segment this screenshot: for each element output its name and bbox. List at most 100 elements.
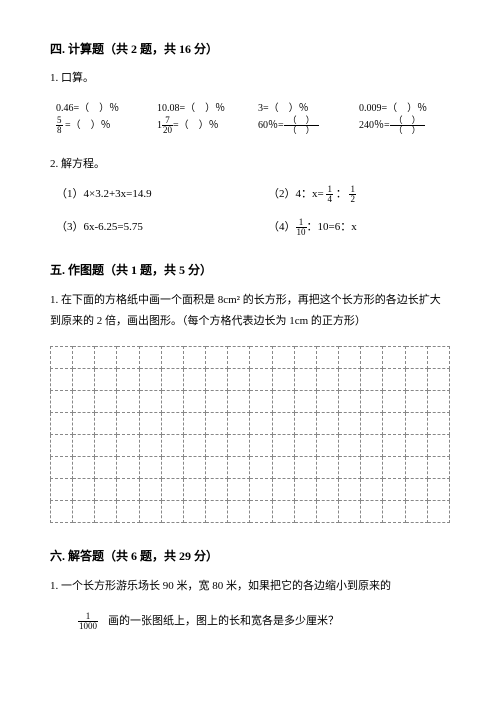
grid-cell	[51, 368, 73, 390]
grid-cell	[206, 412, 228, 434]
grid-cell	[361, 478, 383, 500]
grid-paper	[50, 346, 450, 523]
grid-cell	[117, 390, 139, 412]
grid-cell	[294, 390, 316, 412]
grid-cell	[161, 390, 183, 412]
grid-cell	[383, 500, 405, 522]
calc-item: 0.009=（ ）％	[359, 99, 450, 114]
grid-cell	[339, 500, 361, 522]
grid-cell	[383, 368, 405, 390]
grid-cell	[294, 500, 316, 522]
calc-item: 240％= （ ） （ ）	[359, 116, 450, 135]
grid-cell	[250, 434, 272, 456]
grid-cell	[117, 478, 139, 500]
grid-cell	[161, 456, 183, 478]
calc-item: 1 7 20 =（ ）％	[157, 116, 248, 135]
grid-cell	[183, 500, 205, 522]
grid-cell	[405, 434, 427, 456]
fraction-blank: （ ） （ ）	[390, 116, 425, 135]
grid-cell	[339, 368, 361, 390]
section6-title: 六. 解答题（共 6 题，共 29 分）	[50, 547, 450, 564]
grid-cell	[250, 368, 272, 390]
grid-cell	[316, 500, 338, 522]
grid-cell	[73, 412, 95, 434]
grid-cell	[294, 434, 316, 456]
grid-cell	[183, 434, 205, 456]
grid-cell	[95, 412, 117, 434]
grid-cell	[316, 478, 338, 500]
grid-cell	[361, 456, 383, 478]
grid-cell	[51, 456, 73, 478]
grid-cell	[316, 346, 338, 368]
section4-title: 四. 计算题（共 2 题，共 16 分）	[50, 40, 450, 57]
eq1: （1）4×3.2+3x=14.9	[56, 185, 238, 204]
grid-cell	[427, 390, 449, 412]
grid-cell	[51, 412, 73, 434]
grid-cell	[361, 434, 383, 456]
grid-cell	[361, 346, 383, 368]
grid-cell	[161, 478, 183, 500]
grid-cell	[383, 346, 405, 368]
grid-cell	[272, 390, 294, 412]
grid-cell	[139, 434, 161, 456]
grid-cell	[206, 434, 228, 456]
grid-cell	[427, 412, 449, 434]
grid-cell	[339, 434, 361, 456]
grid-cell	[250, 412, 272, 434]
grid-cell	[139, 390, 161, 412]
equation-grid: （1）4×3.2+3x=14.9 （2）4：x= 1 4 ： 1 2 （3）6x…	[56, 185, 450, 237]
grid-cell	[228, 412, 250, 434]
grid-cell	[206, 368, 228, 390]
fraction-blank: （ ） （ ）	[284, 116, 319, 135]
section4-q1: 1. 口算。	[50, 69, 450, 85]
grid-cell	[51, 390, 73, 412]
grid-cell	[272, 456, 294, 478]
grid-cell	[361, 368, 383, 390]
grid-cell	[361, 390, 383, 412]
grid-cell	[206, 478, 228, 500]
grid-cell	[383, 412, 405, 434]
calc-item: 5 8 =（ ）％	[56, 116, 147, 135]
section4-q2: 2. 解方程。	[50, 155, 450, 171]
grid-cell	[339, 412, 361, 434]
calc-item: 0.46=（ ）％	[56, 99, 147, 114]
grid-cell	[139, 456, 161, 478]
grid-cell	[73, 390, 95, 412]
fraction: 1 10	[296, 218, 307, 237]
grid-cell	[427, 500, 449, 522]
grid-cell	[316, 368, 338, 390]
grid-cell	[183, 412, 205, 434]
grid-cell	[272, 434, 294, 456]
grid-cell	[51, 500, 73, 522]
grid-cell	[250, 478, 272, 500]
grid-cell	[183, 478, 205, 500]
grid-cell	[383, 456, 405, 478]
eq3: （3）6x-6.25=5.75	[56, 218, 238, 237]
grid-cell	[117, 412, 139, 434]
grid-cell	[51, 346, 73, 368]
grid-cell	[73, 478, 95, 500]
grid-cell	[117, 346, 139, 368]
grid-cell	[405, 500, 427, 522]
grid-cell	[73, 368, 95, 390]
grid-cell	[250, 390, 272, 412]
grid-cell	[405, 390, 427, 412]
grid-cell	[294, 456, 316, 478]
grid-cell	[228, 434, 250, 456]
grid-cell	[427, 456, 449, 478]
grid-cell	[183, 368, 205, 390]
grid-cell	[95, 346, 117, 368]
grid-cell	[228, 390, 250, 412]
grid-cell	[272, 412, 294, 434]
grid-cell	[339, 390, 361, 412]
grid-cell	[183, 456, 205, 478]
fraction: 1 2	[349, 185, 356, 204]
grid-cell	[427, 478, 449, 500]
grid-cell	[51, 434, 73, 456]
section5-title: 五. 作图题（共 1 题，共 5 分）	[50, 261, 450, 278]
grid-cell	[339, 456, 361, 478]
grid-cell	[339, 478, 361, 500]
grid-cell	[117, 368, 139, 390]
grid-cell	[316, 390, 338, 412]
grid-cell	[316, 456, 338, 478]
